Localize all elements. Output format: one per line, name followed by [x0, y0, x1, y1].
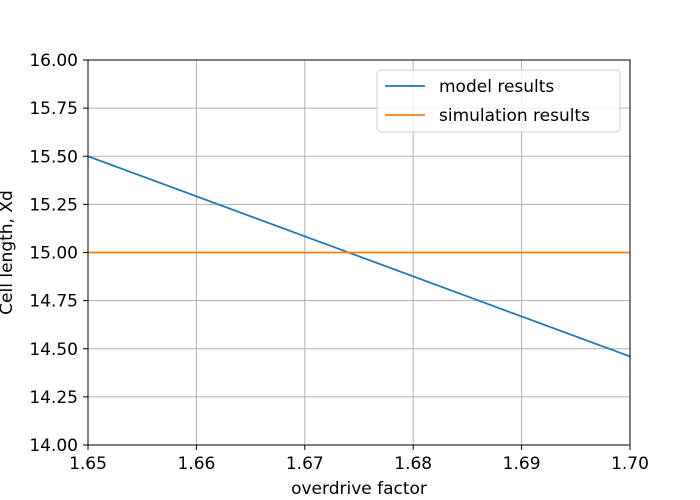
y-tick-label: 14.00: [29, 436, 78, 456]
y-tick-label: 15.75: [29, 99, 78, 119]
y-tick-label: 14.50: [29, 340, 78, 360]
legend-label-0: model results: [439, 77, 554, 97]
legend: model results simulation results: [376, 69, 621, 133]
legend-label-1: simulation results: [439, 106, 590, 126]
x-tick-label: 1.68: [394, 454, 432, 474]
x-axis-label: overdrive factor: [291, 479, 427, 499]
y-tick-label: 15.00: [29, 244, 78, 264]
y-tick-label: 15.25: [29, 195, 78, 215]
y-tick-label: 14.75: [29, 292, 78, 312]
series-lines: [87, 155, 631, 358]
y-tick-label: 16.00: [29, 51, 78, 71]
x-tick-label: 1.66: [177, 454, 215, 474]
y-tick-label: 15.50: [29, 147, 78, 167]
x-tick-label: 1.69: [503, 454, 541, 474]
x-tick-label: 1.65: [69, 454, 107, 474]
y-axis-ticks: 14.00 14.25 14.50 14.75 15.00 15.25 15.50 15.75…: [29, 51, 88, 456]
x-tick-label: 1.70: [611, 454, 649, 474]
x-tick-label: 1.67: [286, 454, 324, 474]
series-line-0: [87, 155, 631, 358]
legend-box: [376, 69, 621, 133]
y-tick-label: 14.25: [29, 388, 78, 408]
x-axis-ticks: 1.65 1.66 1.67 1.68 1.69 1.70: [69, 445, 649, 474]
y-axis-label: Cell length, Xd: [0, 190, 17, 315]
